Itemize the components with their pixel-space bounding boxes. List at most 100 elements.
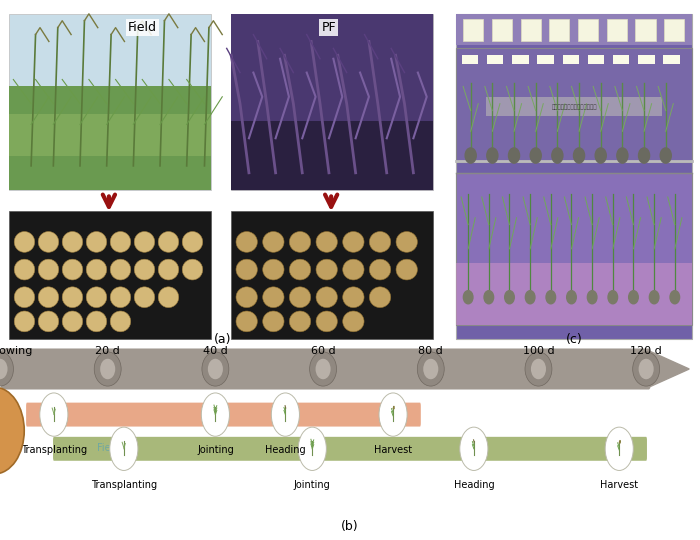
FancyBboxPatch shape: [9, 14, 211, 190]
Ellipse shape: [396, 232, 417, 252]
Ellipse shape: [38, 311, 59, 332]
Text: 中国农业科学院都市农业研究所: 中国农业科学院都市农业研究所: [552, 104, 596, 110]
Ellipse shape: [236, 259, 258, 280]
FancyBboxPatch shape: [550, 19, 570, 42]
Ellipse shape: [14, 259, 35, 280]
Circle shape: [484, 291, 494, 304]
Ellipse shape: [316, 287, 337, 308]
FancyBboxPatch shape: [1, 348, 651, 389]
Circle shape: [629, 291, 638, 304]
Circle shape: [465, 148, 476, 163]
Ellipse shape: [14, 232, 35, 252]
Text: PF: PF: [54, 408, 66, 418]
Ellipse shape: [40, 393, 68, 436]
Ellipse shape: [298, 427, 326, 470]
FancyBboxPatch shape: [607, 19, 627, 42]
Circle shape: [573, 148, 584, 163]
Circle shape: [486, 148, 498, 163]
Text: (c): (c): [566, 333, 582, 346]
Ellipse shape: [158, 287, 178, 308]
Ellipse shape: [86, 311, 106, 332]
Circle shape: [608, 291, 617, 304]
FancyBboxPatch shape: [456, 49, 692, 163]
FancyBboxPatch shape: [638, 55, 654, 64]
FancyBboxPatch shape: [231, 14, 433, 121]
Ellipse shape: [86, 259, 106, 280]
Text: Harvest: Harvest: [600, 480, 638, 490]
Ellipse shape: [396, 259, 417, 280]
Ellipse shape: [110, 287, 131, 308]
Text: 20 d: 20 d: [95, 346, 120, 356]
Circle shape: [530, 148, 541, 163]
Circle shape: [463, 291, 473, 304]
FancyBboxPatch shape: [538, 55, 554, 64]
Ellipse shape: [0, 352, 13, 386]
Text: Transplanting: Transplanting: [21, 446, 87, 455]
FancyBboxPatch shape: [613, 55, 629, 64]
Ellipse shape: [0, 387, 25, 474]
Text: Heading: Heading: [265, 446, 306, 455]
Ellipse shape: [309, 352, 337, 386]
Circle shape: [505, 291, 514, 304]
Ellipse shape: [262, 287, 284, 308]
FancyBboxPatch shape: [636, 19, 656, 42]
FancyBboxPatch shape: [9, 86, 211, 190]
FancyBboxPatch shape: [456, 262, 692, 325]
Ellipse shape: [94, 352, 121, 386]
Ellipse shape: [316, 359, 330, 379]
FancyBboxPatch shape: [512, 55, 528, 64]
Ellipse shape: [379, 393, 407, 436]
FancyBboxPatch shape: [231, 121, 433, 190]
Ellipse shape: [62, 311, 83, 332]
Ellipse shape: [38, 259, 59, 280]
Text: Heading: Heading: [454, 480, 494, 490]
Polygon shape: [646, 349, 690, 388]
Text: Field: Field: [97, 443, 120, 453]
FancyBboxPatch shape: [53, 437, 647, 461]
Ellipse shape: [0, 359, 8, 379]
Text: Transplanting: Transplanting: [91, 480, 157, 490]
Ellipse shape: [316, 259, 337, 280]
Text: PF: PF: [321, 21, 336, 33]
FancyBboxPatch shape: [9, 211, 211, 339]
Ellipse shape: [62, 232, 83, 252]
FancyBboxPatch shape: [26, 403, 421, 427]
FancyBboxPatch shape: [664, 19, 685, 42]
FancyBboxPatch shape: [486, 97, 662, 116]
Ellipse shape: [14, 311, 35, 332]
Circle shape: [526, 291, 535, 304]
Circle shape: [552, 148, 563, 163]
Ellipse shape: [100, 359, 116, 379]
Ellipse shape: [460, 427, 488, 470]
Ellipse shape: [370, 232, 391, 252]
Ellipse shape: [134, 232, 155, 252]
Text: 120 d: 120 d: [630, 346, 662, 356]
Circle shape: [567, 291, 576, 304]
FancyBboxPatch shape: [487, 55, 503, 64]
Ellipse shape: [38, 232, 59, 252]
Ellipse shape: [606, 427, 634, 470]
FancyBboxPatch shape: [492, 19, 512, 42]
Circle shape: [546, 291, 556, 304]
FancyBboxPatch shape: [456, 173, 692, 325]
Text: 60 d: 60 d: [311, 346, 335, 356]
FancyBboxPatch shape: [588, 55, 604, 64]
FancyBboxPatch shape: [563, 55, 579, 64]
Ellipse shape: [86, 232, 106, 252]
Ellipse shape: [272, 393, 300, 436]
Ellipse shape: [417, 352, 444, 386]
Ellipse shape: [202, 393, 230, 436]
Ellipse shape: [289, 311, 311, 332]
Ellipse shape: [525, 352, 552, 386]
FancyBboxPatch shape: [456, 14, 692, 45]
Text: Field: Field: [127, 21, 157, 33]
Ellipse shape: [110, 232, 131, 252]
FancyBboxPatch shape: [463, 19, 483, 42]
Ellipse shape: [110, 311, 131, 332]
Ellipse shape: [262, 232, 284, 252]
Ellipse shape: [134, 259, 155, 280]
Circle shape: [650, 291, 659, 304]
Circle shape: [660, 148, 671, 163]
Ellipse shape: [62, 259, 83, 280]
Ellipse shape: [343, 311, 364, 332]
